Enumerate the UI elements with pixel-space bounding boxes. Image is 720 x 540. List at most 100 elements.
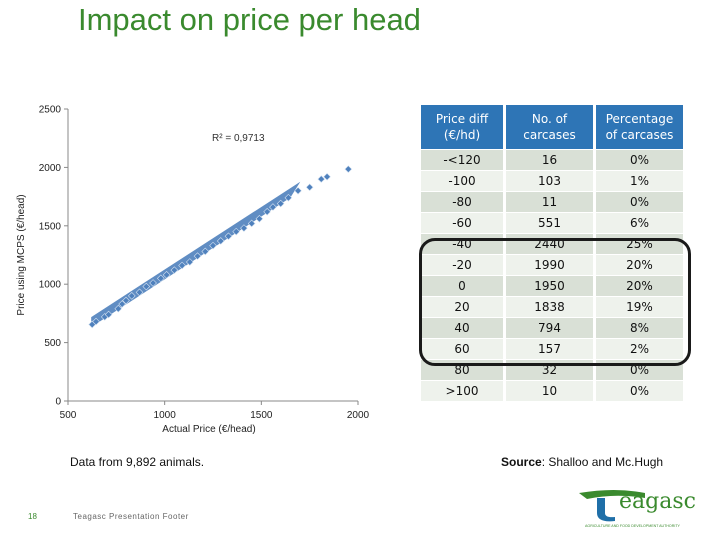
logo-tagline: AGRICULTURE AND FOOD DEVELOPMENT AUTHORI… — [585, 524, 681, 528]
x-axis-label: Actual Price (€/head) — [162, 424, 255, 435]
x-tick-label: 1000 — [154, 410, 177, 421]
teagasc-logo: eagasc AGRICULTURE AND FOOD DEVELOPMENT … — [579, 489, 696, 528]
cell-no-carcases: 794 — [506, 318, 593, 338]
scatter-chart: 0 500 1000 1500 2000 2500 500 1000 1500 2000 Actua… — [16, 105, 370, 436]
scatter-point — [284, 193, 293, 202]
cell-no-carcases: 1838 — [506, 297, 593, 317]
scatter-point — [92, 317, 100, 326]
scatter-point — [142, 282, 151, 291]
cell-price-diff: -60 — [421, 213, 503, 233]
scatter-point — [122, 296, 130, 305]
cell-price-diff: -100 — [421, 171, 503, 191]
x-tick-label: 1500 — [250, 410, 273, 421]
cell-no-carcases: 11 — [506, 192, 593, 212]
cell-no-carcases: 551 — [506, 213, 593, 233]
header-price-diff: Price diff (€/hd) — [421, 105, 503, 149]
table-row: 0 1950 20% — [421, 276, 683, 296]
scatter-point — [269, 203, 277, 211]
cell-percentage: 0% — [596, 150, 683, 170]
y-tick-label: 0 — [55, 397, 61, 408]
cell-price-diff: 60 — [421, 339, 503, 359]
header-price-diff-text: Price diff (€/hd) — [435, 112, 489, 142]
highlight-box — [419, 238, 691, 366]
scatter-point — [294, 186, 302, 195]
scatter-point — [170, 266, 179, 275]
scatter-point — [135, 288, 144, 297]
table-row: 40 794 8% — [421, 318, 683, 338]
page-number: 18 — [28, 512, 37, 521]
table-row: -20 1990 20% — [421, 255, 683, 275]
table-row: -60 551 6% — [421, 213, 683, 233]
scatter-point — [178, 261, 186, 270]
cell-no-carcases: 16 — [506, 150, 593, 170]
scatter-point — [156, 274, 165, 283]
scatter-point — [317, 175, 326, 183]
scatter-point — [209, 241, 217, 250]
cell-percentage: 0% — [596, 381, 683, 401]
cell-price-diff: 20 — [421, 297, 503, 317]
footer-text: Teagasc Presentation Footer — [73, 512, 189, 521]
logo-swoosh — [597, 498, 615, 522]
cell-percentage: 2% — [596, 339, 683, 359]
cell-no-carcases: 1990 — [506, 255, 593, 275]
scatter-point — [104, 310, 113, 319]
cell-percentage: 20% — [596, 276, 683, 296]
y-axis-label: Price using MCPS (€/head) — [16, 194, 27, 315]
header-no-carcases-text: No. of carcases — [523, 112, 576, 142]
scatter-point — [127, 292, 136, 300]
y-tick-label: 2500 — [39, 105, 62, 116]
scatter-point — [255, 214, 264, 223]
cell-no-carcases: 157 — [506, 339, 593, 359]
x-tick-label: 2000 — [347, 410, 370, 421]
data-note: Data from 9,892 animals. — [70, 455, 205, 469]
scatter-point — [323, 172, 331, 181]
y-tick-label: 1500 — [39, 221, 62, 232]
source-label: Source — [501, 455, 542, 469]
y-tick-label: 1000 — [39, 280, 62, 291]
cell-no-carcases: 10 — [506, 381, 593, 401]
table-row: -100 103 1% — [421, 171, 683, 191]
scatter-point — [185, 258, 194, 266]
table-row: 60 157 2% — [421, 339, 683, 359]
scatter-point — [149, 279, 157, 287]
cell-percentage: 0% — [596, 192, 683, 212]
scatter-point — [263, 207, 271, 216]
scatter-point — [276, 199, 285, 208]
scatter-point — [240, 224, 248, 232]
scatter-point — [162, 271, 171, 279]
cell-price-diff: >100 — [421, 381, 503, 401]
table-row: -<120 16 0% — [421, 150, 683, 170]
table-row: -80 11 0% — [421, 192, 683, 212]
table-header-row: Price diff (€/hd) No. of carcases Percen… — [421, 105, 683, 149]
header-percentage-text: Percentage of carcases — [605, 112, 674, 142]
cell-no-carcases: 1950 — [506, 276, 593, 296]
cell-price-diff: 0 — [421, 276, 503, 296]
plot-layer: 0 500 1000 1500 2000 2500 500 1000 1500 2000 Actua… — [16, 105, 370, 436]
scatter-point — [118, 300, 126, 308]
scatter-point — [114, 304, 123, 313]
source-citation: Source: Shalloo and Mc.Hugh — [501, 455, 663, 469]
cell-price-diff: -<120 — [421, 150, 503, 170]
y-tick-label: 2000 — [39, 163, 62, 174]
cell-percentage: 20% — [596, 255, 683, 275]
cell-percentage: 19% — [596, 297, 683, 317]
cell-price-diff: -80 — [421, 192, 503, 212]
scatter-point — [344, 165, 353, 173]
table-row: >100 10 0% — [421, 381, 683, 401]
cell-no-carcases: 103 — [506, 171, 593, 191]
scatter-point — [305, 183, 314, 192]
y-tick-label: 500 — [44, 338, 61, 349]
scatter-point — [201, 247, 210, 256]
cell-price-diff: 40 — [421, 318, 503, 338]
logo-t-mark — [579, 490, 645, 499]
table-row: 20 1838 19% — [421, 297, 683, 317]
scatter-point — [232, 227, 241, 236]
cell-percentage: 8% — [596, 318, 683, 338]
scatter-point — [247, 219, 256, 228]
r-squared-label: R² = 0,9713 — [212, 133, 265, 144]
scatter-point — [193, 252, 202, 260]
header-percentage: Percentage of carcases — [596, 105, 683, 149]
cell-percentage: 6% — [596, 213, 683, 233]
header-no-carcases: No. of carcases — [506, 105, 593, 149]
logo-word: eagasc — [619, 489, 696, 514]
